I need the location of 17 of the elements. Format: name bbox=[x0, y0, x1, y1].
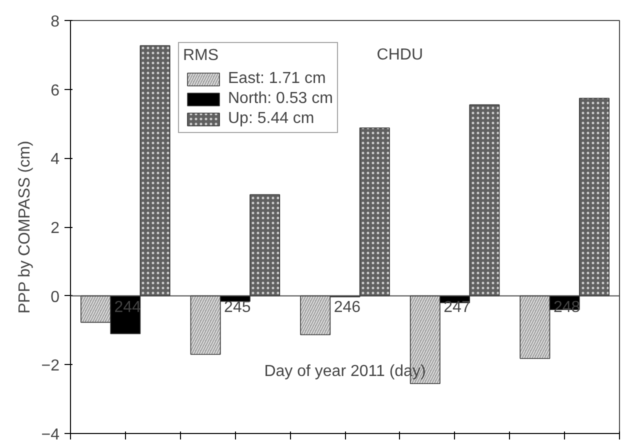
legend-label: East: 1.71 cm bbox=[228, 70, 326, 88]
x-tick-label: 244 bbox=[114, 298, 142, 316]
y-tick-label: 8 bbox=[50, 14, 60, 30]
y-tick-label: 0 bbox=[50, 288, 60, 306]
x-tick-label: 245 bbox=[224, 298, 251, 316]
x-tick-label: 246 bbox=[334, 298, 361, 316]
x-tick-label: 247 bbox=[444, 298, 470, 316]
y-tick-label: 6 bbox=[50, 82, 60, 100]
y-tick-label: 4 bbox=[50, 151, 60, 168]
legend-label: North: 0.53 cm bbox=[228, 90, 333, 108]
y-tick-label: −4 bbox=[41, 426, 60, 441]
y-tick-label: −2 bbox=[41, 358, 60, 375]
y-tick-label: 2 bbox=[50, 220, 60, 237]
y-axis-title: PPP by COMPASS (cm) bbox=[16, 140, 34, 314]
legend-title: RMS bbox=[183, 47, 220, 65]
annotation: CHDU bbox=[376, 46, 424, 64]
legend-label: Up: 5.44 cm bbox=[228, 110, 314, 128]
